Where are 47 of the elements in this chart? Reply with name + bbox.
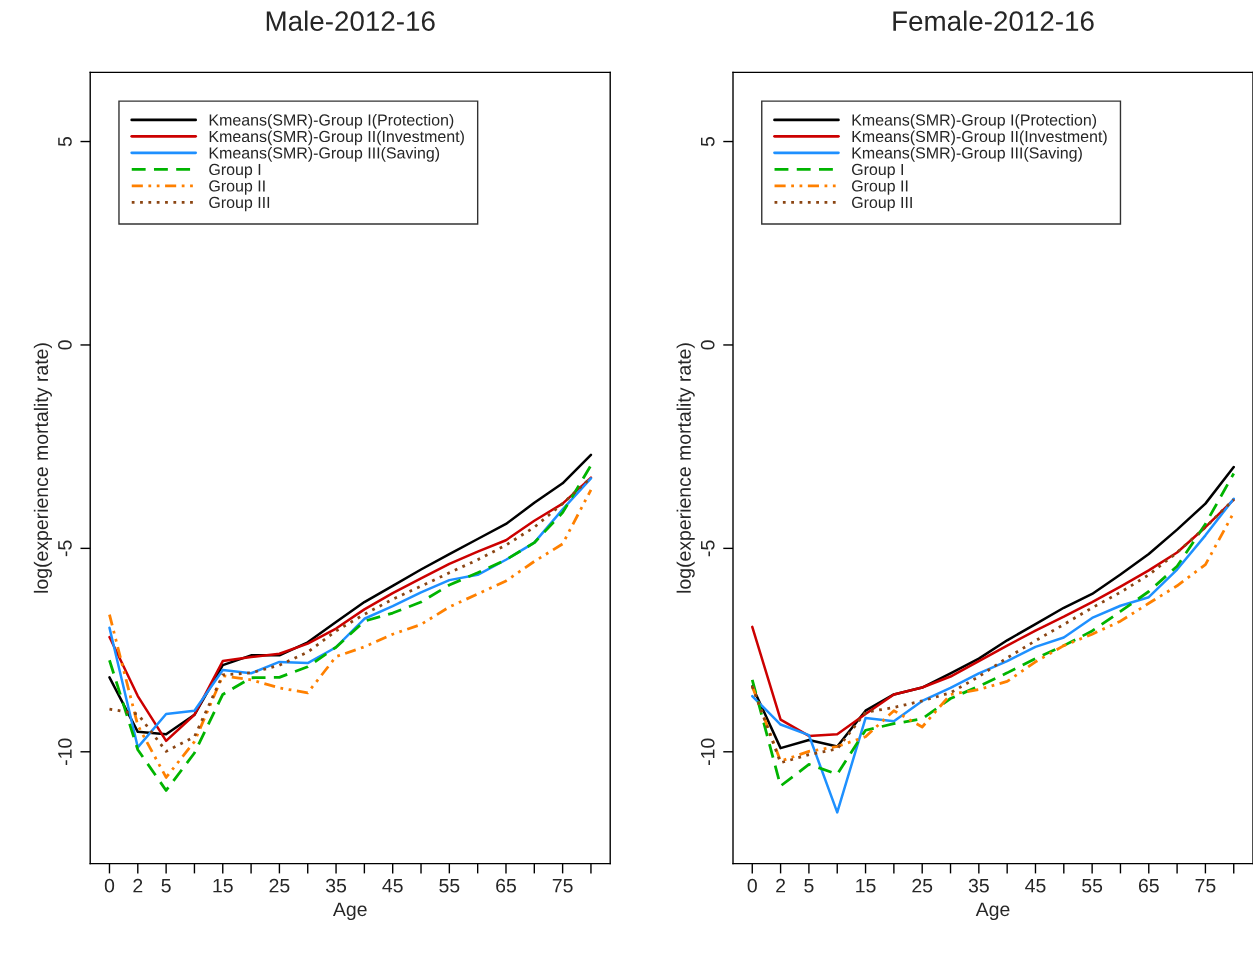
y-tick-label: -5 [701, 540, 715, 557]
legend-label: Group I [209, 163, 261, 179]
x-tick-label: 45 [1025, 878, 1046, 893]
chart-title: Male-2012-16 [266, 10, 435, 31]
x-tick-label: 35 [968, 878, 989, 893]
x-tick-label: 55 [439, 878, 460, 893]
y-tick-label: 0 [700, 340, 715, 350]
legend-label: Group II [852, 180, 908, 195]
legend-label: Group I [852, 163, 903, 179]
x-tick-label: 0 [104, 878, 115, 893]
y-axis-title: log(experience mortality rate) [676, 343, 695, 593]
y-tick-label: -5 [58, 540, 72, 557]
y-tick-label: 5 [58, 136, 72, 147]
legend-label: Kmeans(SMR)-Group I(Protection) [852, 113, 1097, 129]
x-tick-label: 35 [325, 878, 347, 893]
x-tick-label: 0 [747, 878, 757, 893]
x-tick-label: 15 [213, 878, 233, 893]
x-tick-label: 5 [804, 878, 814, 893]
x-tick-label: 65 [496, 878, 516, 893]
y-tick-label: 5 [701, 136, 715, 147]
legend-label: Kmeans(SMR)-Group III(Saving) [209, 146, 440, 162]
chart-title: Female-2012-16 [893, 10, 1094, 31]
y-tick-label: -10 [58, 738, 72, 765]
x-tick-label: 75 [1195, 878, 1216, 893]
x-tick-label: 55 [1082, 878, 1103, 893]
legend-label: Kmeans(SMR)-Group II(Investment) [852, 130, 1107, 146]
x-tick-label: 25 [912, 878, 933, 893]
x-axis-title: Age [975, 902, 1010, 921]
x-tick-label: 65 [1138, 878, 1159, 893]
legend-label: Kmeans(SMR)-Group II(Investment) [209, 130, 464, 146]
legend-label: Group III [209, 196, 270, 212]
x-tick-label: 15 [856, 878, 876, 893]
y-tick-label: 0 [58, 340, 72, 350]
legend-label: Group III [852, 196, 912, 212]
x-axis-title: Age [332, 902, 367, 921]
x-tick-label: 2 [776, 878, 786, 893]
x-tick-label: 75 [552, 878, 573, 893]
legend-label: Group II [209, 180, 265, 195]
x-tick-label: 45 [382, 878, 403, 893]
y-tick-label: -10 [700, 738, 715, 765]
x-tick-label: 2 [133, 878, 143, 893]
x-tick-label: 25 [269, 878, 290, 893]
legend-label: Kmeans(SMR)-Group I(Protection) [209, 113, 454, 129]
line-series [751, 497, 1235, 814]
legend-label: Kmeans(SMR)-Group III(Saving) [852, 146, 1082, 162]
x-tick-label: 5 [161, 878, 171, 893]
y-axis-title: log(experience mortality rate) [33, 343, 52, 593]
